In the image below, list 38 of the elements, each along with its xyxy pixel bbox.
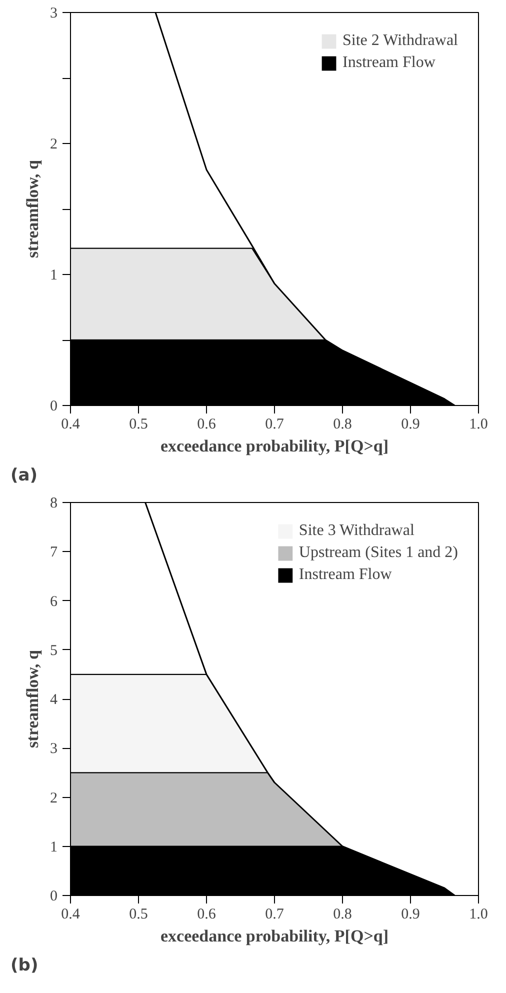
text: 1.0: [469, 416, 488, 432]
legend-label: Upstream (Sites 1 and 2): [298, 544, 458, 562]
x-axis-title: exceedance probability, P[Q>q]: [160, 436, 388, 456]
y-tick-label: 7: [50, 544, 58, 561]
x-tick-label: 0.4: [61, 906, 80, 922]
y-tick-label: 6: [50, 594, 58, 610]
legend-label: Instream Flow: [342, 54, 436, 72]
y-tick-label: 0: [50, 398, 58, 414]
legend-label: Site 2 Withdrawal: [342, 32, 458, 50]
x-tick-label: 0.8: [333, 906, 352, 922]
y-tick-label: 3: [50, 741, 58, 758]
x-tick-label: 0.8: [333, 416, 352, 432]
x-axis-title: exceedance probability, P[Q>q]: [160, 926, 388, 946]
y-tick-label: 0: [50, 888, 58, 904]
y-tick-label: 8: [50, 496, 58, 512]
y-tick-label: 4: [50, 692, 58, 708]
legend-label: Instream Flow: [298, 566, 392, 584]
x-tick-label: 0.6: [197, 416, 216, 432]
y-axis-title: streamflow, q: [23, 650, 42, 748]
text: (b): [10, 956, 38, 976]
y-tick-label: 2: [50, 790, 58, 806]
x-tick-label: 0.9: [401, 416, 420, 432]
x-tick-label: 0.5: [129, 416, 148, 432]
x-tick-label: 0.5: [129, 906, 148, 922]
x-tick-label: 0.7: [265, 416, 284, 432]
x-tick-label: 0.7: [265, 906, 284, 922]
text: 1.0: [469, 906, 488, 922]
text: (a): [10, 466, 38, 486]
y-tick-label: 3: [50, 6, 58, 22]
y-tick-label: 1: [50, 268, 58, 284]
x-tick-label: 0.4: [61, 416, 80, 432]
y-tick-label: 2: [50, 136, 58, 152]
legend-label: Site 3 Withdrawal: [298, 522, 414, 540]
y-tick-label: 1: [50, 839, 58, 856]
x-tick-label: 0.6: [197, 906, 216, 922]
x-tick-label: 0.9: [401, 906, 420, 922]
y-axis-title: streamflow, q: [23, 160, 42, 258]
y-tick-label: 5: [50, 642, 58, 659]
